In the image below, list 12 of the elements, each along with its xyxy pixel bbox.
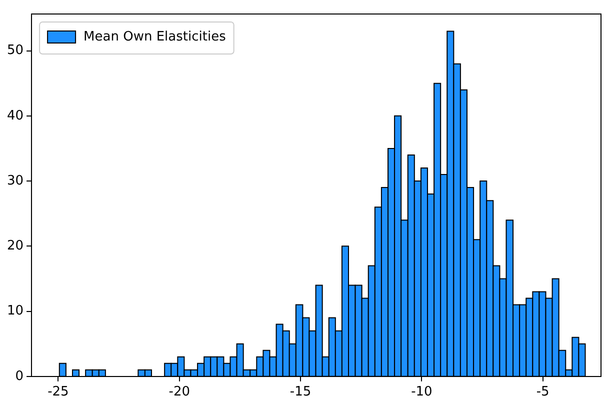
x-tick-label: -20 [168,384,190,400]
legend-label: Mean Own Elasticities [84,29,226,44]
y-tick-label: 0 [15,368,24,384]
x-tick-label: -5 [536,384,550,400]
y-tick-label: 50 [6,43,24,58]
y-tick-label: 10 [6,304,24,319]
y-tick-label: 40 [6,108,24,124]
x-tick-label: -15 [290,384,312,400]
y-tick-label: 30 [6,173,24,188]
y-tick-label: 20 [6,238,24,254]
x-tick-label: -25 [48,384,69,400]
x-tick-label: -10 [411,384,432,400]
